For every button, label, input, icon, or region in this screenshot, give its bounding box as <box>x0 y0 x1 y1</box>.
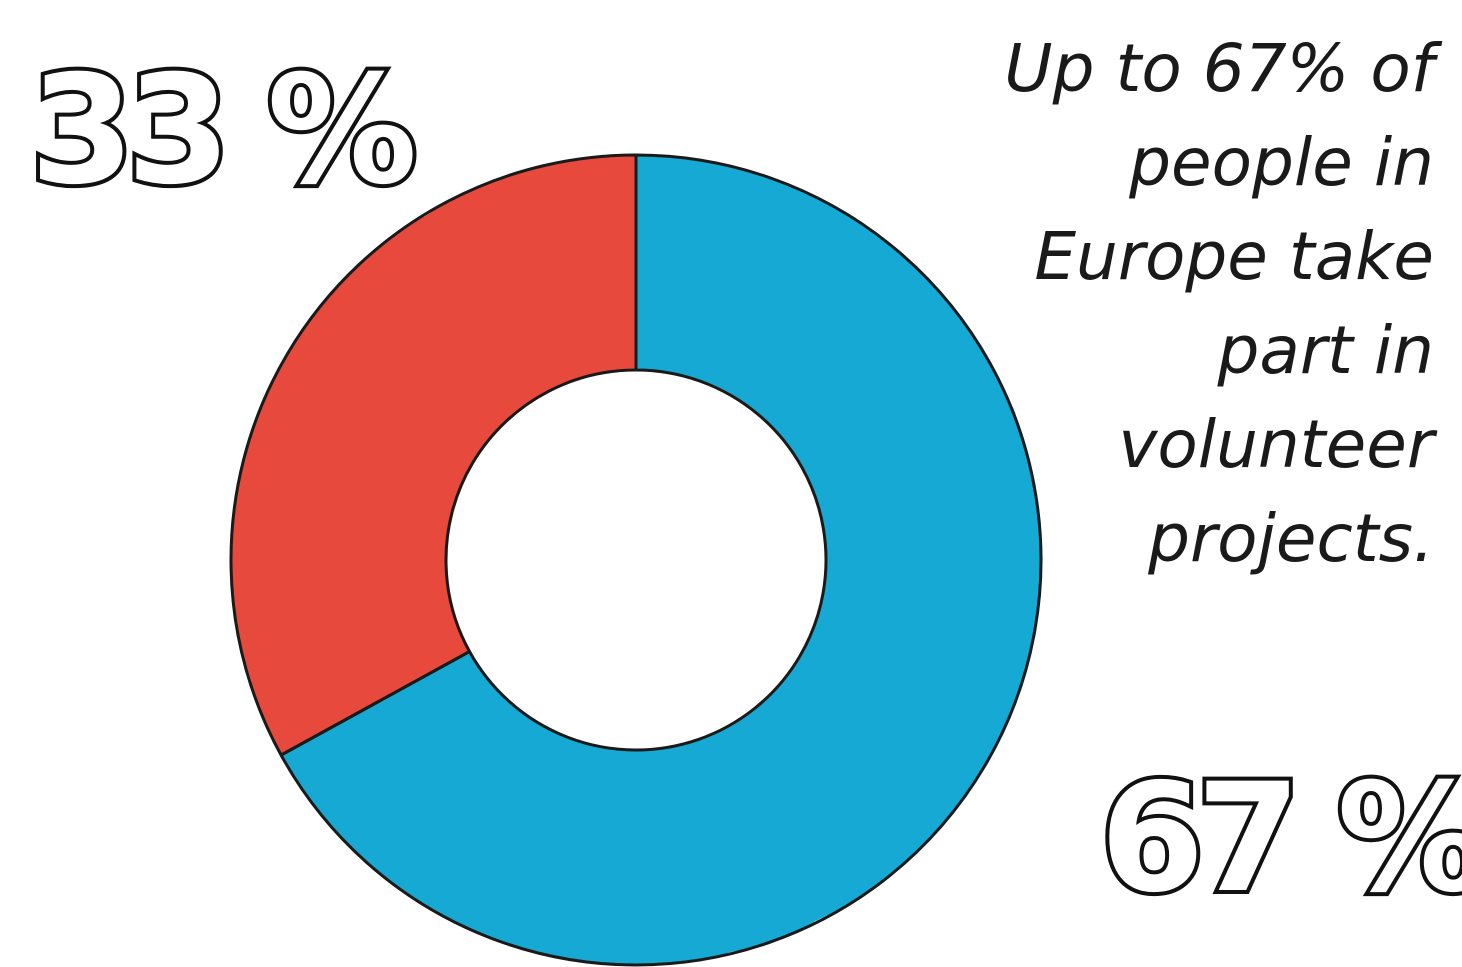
slice-label-red: 33 % <box>30 44 413 218</box>
donut-slice-outline-0 <box>229 153 638 757</box>
donut-slices <box>230 155 1041 965</box>
donut-slice-0 <box>230 155 637 756</box>
donut-outline <box>229 153 1043 967</box>
donut-slice-1 <box>281 155 1041 965</box>
caption-text: Up to 67% of people in Europe take part … <box>1004 30 1434 577</box>
slice-label-blue: 67 % <box>1100 752 1462 926</box>
donut-slice-outline-1 <box>279 153 1043 967</box>
